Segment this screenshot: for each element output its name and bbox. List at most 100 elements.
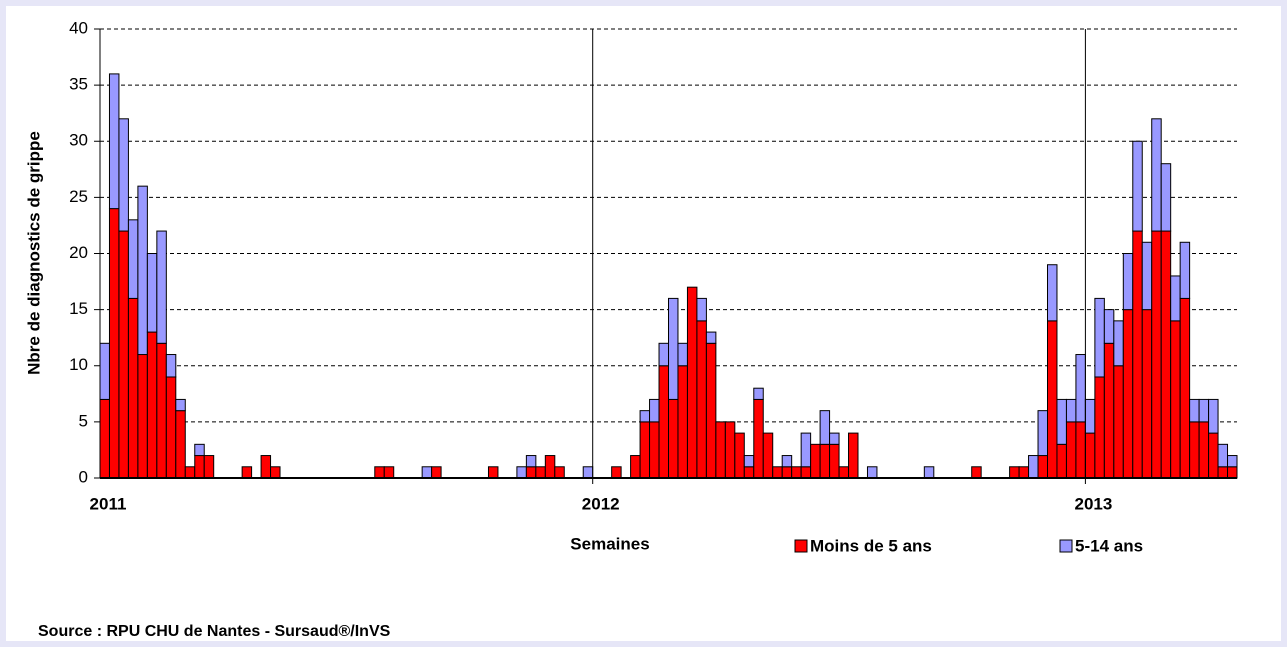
bar-segment <box>175 398 186 412</box>
bar-segment <box>772 466 783 479</box>
bar-segment <box>1189 421 1200 479</box>
y-tick-label: 10 <box>69 355 88 374</box>
bar-segment <box>649 398 660 423</box>
bar-segment <box>487 466 499 479</box>
bar-segment <box>1113 320 1124 367</box>
bar-segment <box>866 466 878 479</box>
bar-segment <box>1198 398 1210 423</box>
bar-segment <box>270 466 281 479</box>
bar-segment <box>1113 365 1124 479</box>
bar-segment <box>696 320 707 479</box>
bar-segment <box>791 466 802 479</box>
bar-segment <box>715 421 726 479</box>
bar-segment <box>1037 455 1049 479</box>
bar-segment <box>1103 309 1115 344</box>
bar-segment <box>1179 241 1191 299</box>
bar-segment <box>1056 398 1067 445</box>
bar-segment <box>1132 230 1143 479</box>
bar-segment <box>165 376 177 479</box>
bar-segment <box>800 432 812 468</box>
bar-segment <box>99 398 110 479</box>
bar-segment <box>431 466 442 479</box>
bar-segment <box>1160 230 1172 479</box>
bar-segment <box>724 421 736 479</box>
bar-segment <box>421 466 433 479</box>
bar-segment <box>743 466 755 479</box>
bar-segment <box>241 466 253 479</box>
bar-segment <box>1103 342 1115 479</box>
bar-segment <box>1179 297 1191 479</box>
bar-segment <box>108 208 120 479</box>
bar-segment <box>848 432 859 479</box>
bar-segment <box>1047 320 1058 479</box>
bar-segment <box>194 455 205 479</box>
y-tick-label: 20 <box>69 243 88 262</box>
bar-segment <box>184 466 196 479</box>
y-tick-label: 0 <box>79 467 88 486</box>
legend-label: 5-14 ans <box>1075 536 1143 555</box>
bar-segment <box>374 466 385 479</box>
bar-segment <box>137 354 148 479</box>
bar-segment <box>658 365 670 479</box>
bar-segment <box>705 342 717 479</box>
source: Source : RPU CHU de Nantes - Sursaud®/In… <box>38 623 391 640</box>
bar-segment <box>146 253 158 333</box>
legend-label: Moins de 5 ans <box>810 536 932 555</box>
bar-segment <box>203 455 215 479</box>
bar-segment <box>810 443 821 479</box>
bar-segment <box>1084 398 1096 434</box>
y-axis-label: Nbre de diagnostics de grippe <box>24 131 43 375</box>
bar-segment <box>544 455 556 479</box>
bar-segment <box>118 118 129 232</box>
bar-segment <box>1170 320 1181 479</box>
bar-segment <box>525 466 537 479</box>
bar-segment <box>1065 398 1077 423</box>
bar-segment <box>800 466 812 479</box>
bar-segment <box>1018 466 1030 479</box>
bar-segment <box>1208 432 1219 479</box>
legend-swatch <box>1059 539 1073 553</box>
bar-segment <box>743 455 755 468</box>
bar-segment <box>1170 275 1181 322</box>
bar-segment <box>137 185 148 356</box>
bar-segment <box>677 342 688 367</box>
bar-segment <box>1122 253 1134 311</box>
bar-segment <box>1056 443 1067 479</box>
bar-segment <box>611 466 622 479</box>
bar-segment <box>554 466 565 479</box>
bar-segment <box>705 331 717 344</box>
x-axis-label: Semaines <box>570 534 649 553</box>
legend-swatch <box>794 539 808 553</box>
bar-segment <box>1160 163 1172 232</box>
bar-segment <box>658 342 670 367</box>
bar-segment <box>829 432 840 445</box>
bar-segment <box>383 466 395 479</box>
bar-segment <box>1227 455 1238 468</box>
bar-segment <box>1189 398 1200 423</box>
bar-segment <box>819 410 831 445</box>
y-tick-label: 15 <box>69 299 88 318</box>
bar-segment <box>1094 297 1105 378</box>
bar-segment <box>1227 466 1238 479</box>
bar-segment <box>971 466 982 479</box>
bar-segment <box>146 331 158 479</box>
x-tick-label: 2012 <box>582 494 620 513</box>
bar-segment <box>516 466 527 479</box>
bar-segment <box>535 466 546 479</box>
y-tick-label: 40 <box>69 18 88 37</box>
bar-segment <box>118 230 129 479</box>
bar-segment <box>1151 118 1162 232</box>
bar-segment <box>1075 354 1086 423</box>
bar-segment <box>525 455 537 468</box>
bar-segment <box>677 365 688 479</box>
bar-segment <box>260 455 272 479</box>
bar-segment <box>668 297 679 400</box>
y-tick-label: 30 <box>69 131 88 150</box>
bar-segment <box>762 432 774 479</box>
y-tick-label: 35 <box>69 75 88 94</box>
bar-segment <box>194 443 205 457</box>
bar-segment <box>1084 432 1096 479</box>
bar-segment <box>156 342 167 479</box>
